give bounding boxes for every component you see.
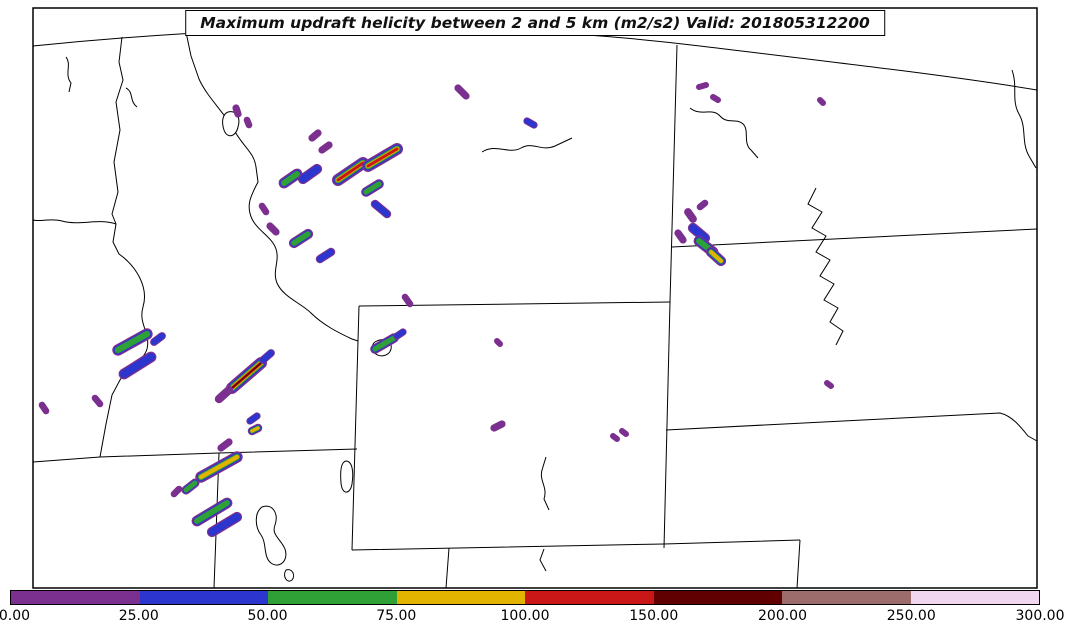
helicity-track [494,338,503,347]
helicity-track [119,352,156,379]
helicity-track [401,293,414,308]
river-line [689,107,759,159]
colorbar-segment [396,591,525,604]
helicity-track [817,97,826,106]
helicity-track [696,82,709,90]
state-border [669,44,678,303]
colorbar-segment [910,591,1039,604]
helicity-track [394,329,406,339]
colorbar-tick-label: 10.00 [0,608,31,624]
state-border [351,305,360,551]
helicity-track [610,433,620,442]
colorbar-segment [525,591,654,604]
helicity-track [366,147,399,168]
helicity-track [336,161,365,182]
helicity-track [454,84,470,100]
river-line [125,87,138,108]
helicity-track [490,420,506,432]
state-border [213,452,220,589]
helicity-track [674,229,687,244]
helicity-track [91,394,104,408]
helicity-track [318,141,333,154]
helicity-track [689,224,709,242]
helicity-track [299,165,321,183]
helicity-track [247,413,260,424]
helicity-track [114,330,151,354]
helicity-track [372,335,397,352]
state-border [445,547,450,589]
helicity-track [291,231,311,246]
state-border [32,27,1038,91]
state-border [796,539,801,589]
colorbar-segment [782,591,911,604]
colorbar-segment [11,591,140,604]
helicity-track [170,485,183,498]
colorbar-tick-label: 50.00 [247,608,288,624]
lake-outline [340,460,354,493]
helicity-track [151,333,165,345]
helicity-track [217,438,233,452]
colorbar [10,590,1040,605]
colorbar-tick-labels: 10.00 25.00 50.00 75.00 100.00 150.00 200.00 25… [0,608,1065,628]
colorbar-tick-label: 200.00 [758,608,807,624]
colorbar-tick-label: 300.00 [1015,608,1065,624]
helicity-track [709,250,723,263]
colorbar-tick-label: 150.00 [629,608,679,624]
river-line [65,56,72,93]
helicity-track [696,199,709,211]
helicity-track [208,513,241,536]
helicity-track [243,116,253,129]
helicity-track [619,428,629,437]
helicity-track [258,202,270,216]
plot-title: Maximum updraft helicity between 2 and 5… [185,10,885,36]
colorbar-tick-label: 250.00 [886,608,936,624]
river-line [539,548,547,572]
helicity-track [710,94,721,103]
colorbar-tick-label: 25.00 [118,608,159,624]
state-border [99,36,149,458]
helicity-track [194,500,230,524]
state-border [32,219,117,225]
helicity-track [308,129,322,142]
state-border [671,228,1038,248]
helicity-track [363,181,382,195]
helicity-track [250,426,260,433]
state-border [185,31,359,342]
helicity-track [198,454,240,480]
state-border [663,301,671,549]
lake-outline [284,569,295,582]
colorbar-tick-label: 100.00 [500,608,550,624]
colorbar-tick-label: 75.00 [376,608,417,624]
colorbar-segment [653,591,782,604]
helicity-track [232,104,242,118]
lake-outline [255,505,287,566]
helicity-track [214,385,234,404]
map-frame [32,7,1038,589]
state-border [32,448,358,463]
state-border [351,539,801,551]
helicity-track [281,171,300,186]
helicity-track [524,118,537,128]
helicity-track [38,401,50,415]
colorbar-segment [268,591,397,604]
helicity-track [260,350,274,363]
river-line [540,456,550,511]
helicity-track [316,248,335,263]
helicity-track [266,222,280,236]
state-border [1011,69,1037,169]
river-line [481,137,573,153]
river-line [807,187,844,346]
state-border [665,412,1038,442]
helicity-track [824,380,834,389]
helicity-track [183,480,198,493]
helicity-track [684,208,697,223]
helicity-track [371,200,391,218]
colorbar-segment [139,591,268,604]
helicity-track [231,362,262,389]
